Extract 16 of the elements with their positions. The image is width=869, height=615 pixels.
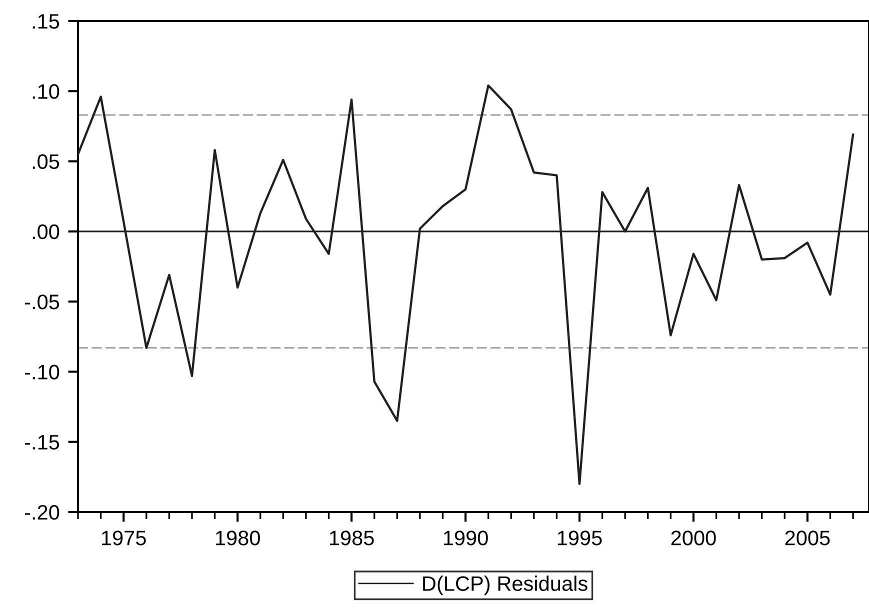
y-tick-label: -.15 (24, 435, 60, 450)
x-tick-label: 1990 (444, 530, 488, 546)
y-tick-label: .15 (32, 14, 60, 29)
y-tick-label: .10 (32, 84, 60, 99)
x-tick-label: 1995 (558, 530, 602, 546)
y-tick-label: .05 (32, 154, 60, 170)
legend-label: D(LCP) Residuals (423, 576, 588, 596)
x-tick-label: 1985 (330, 530, 374, 546)
y-tick-label: .00 (32, 224, 60, 240)
x-tick-label: 2000 (671, 530, 716, 546)
y-tick-label: -.20 (24, 505, 60, 520)
x-tick-label: 1980 (216, 530, 260, 546)
y-tick-label: -.10 (24, 364, 60, 380)
x-tick-label: 2005 (785, 530, 830, 546)
x-tick-label: 1975 (102, 530, 146, 546)
y-tick-label: -.05 (24, 294, 60, 310)
